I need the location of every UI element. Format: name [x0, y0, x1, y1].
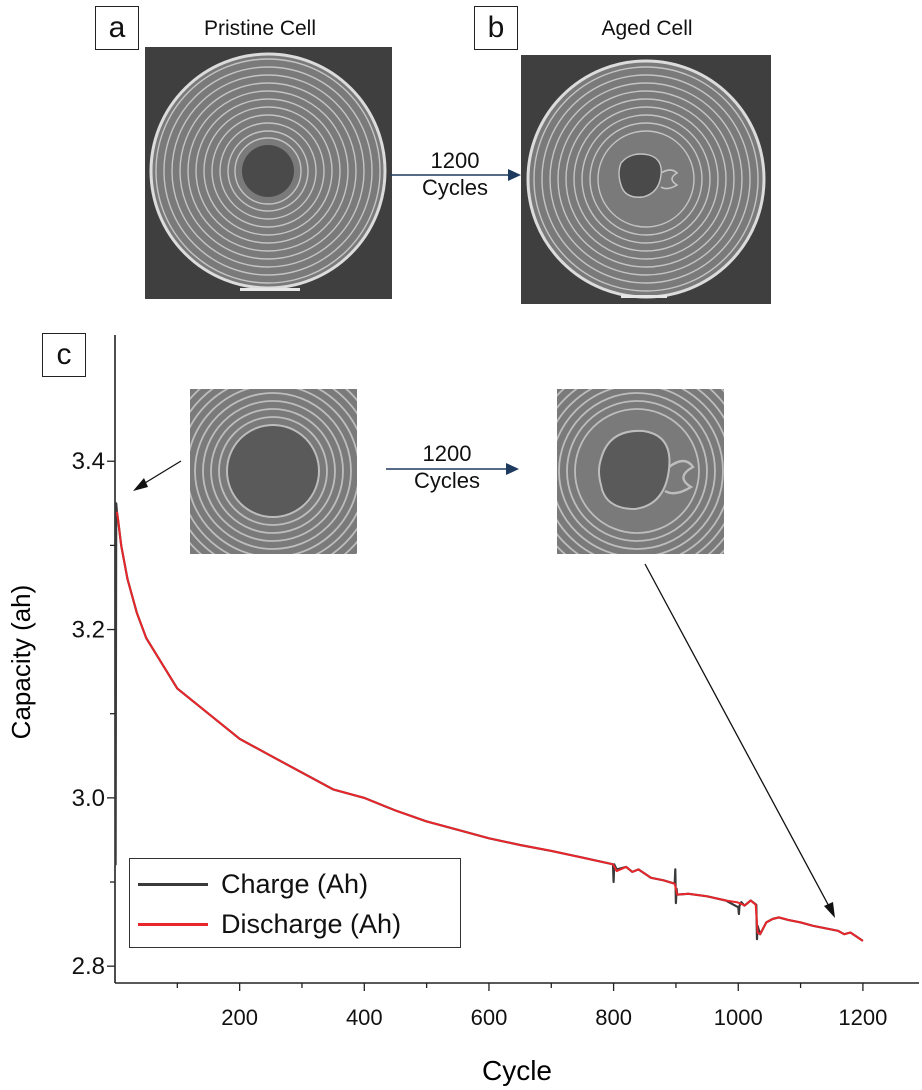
pristine-cell-caption: Pristine Cell — [203, 17, 317, 40]
inset-transition-arrow — [386, 463, 519, 475]
transition-cycles-word: Cycles — [421, 175, 488, 200]
x-tick-label: 400 — [346, 1005, 383, 1030]
y-tick-label: 3.4 — [72, 448, 105, 475]
pointer-arrow-start-head — [133, 478, 148, 491]
x-tick-label: 1200 — [838, 1005, 887, 1030]
panel-a-label: a — [95, 6, 139, 50]
legend-item-discharge: Discharge (Ah) — [138, 906, 401, 942]
x-axis-label: Cycle — [482, 1055, 552, 1086]
pointer-arrow-end — [644, 563, 832, 911]
aged-cell-ct-image — [521, 55, 771, 304]
aged-cell-caption: Aged Cell — [601, 17, 693, 40]
legend: Charge (Ah) Discharge (Ah) — [129, 858, 461, 948]
legend-label-charge: Charge (Ah) — [221, 868, 369, 899]
y-tick-label: 3.2 — [72, 617, 105, 644]
pristine-cell-ct-image — [145, 47, 392, 299]
y-axis-label: Capacity (ah) — [6, 585, 36, 740]
pointer-arrow-end-head — [824, 902, 835, 918]
x-tick-label: 1000 — [714, 1005, 763, 1030]
x-tick-label: 800 — [595, 1005, 632, 1030]
inset-transition-label: 1200 Cycles — [392, 440, 502, 494]
transition-label: 1200 Cycles — [400, 147, 510, 201]
legend-swatch-discharge — [138, 922, 208, 926]
capacity-chart: 200 400 600 800 1000 1200 2.8 3.0 3.2 3.4 Capacit… — [6, 335, 919, 1086]
inset-transition-cycles-count: 1200 — [422, 441, 472, 466]
x-tick-label: 200 — [221, 1005, 258, 1030]
legend-item-charge: Charge (Ah) — [138, 866, 368, 902]
x-tick-label: 600 — [471, 1005, 508, 1030]
legend-swatch-charge — [138, 882, 208, 886]
inset-transition-cycles-word: Cycles — [413, 468, 480, 493]
inset-aged-core-image — [557, 389, 724, 554]
y-tick-label: 2.8 — [72, 953, 105, 980]
pointer-arrow-start — [139, 460, 182, 487]
series-line-discharge — [115, 511, 864, 942]
inset-pristine-core-image — [190, 389, 357, 554]
transition-cycles-count: 1200 — [430, 148, 480, 173]
panel-b-label: b — [474, 6, 518, 50]
y-tick-label: 3.0 — [72, 785, 105, 812]
panel-c-label: c — [42, 333, 86, 377]
transition-arrow — [390, 169, 521, 181]
legend-label-discharge: Discharge (Ah) — [221, 908, 402, 939]
